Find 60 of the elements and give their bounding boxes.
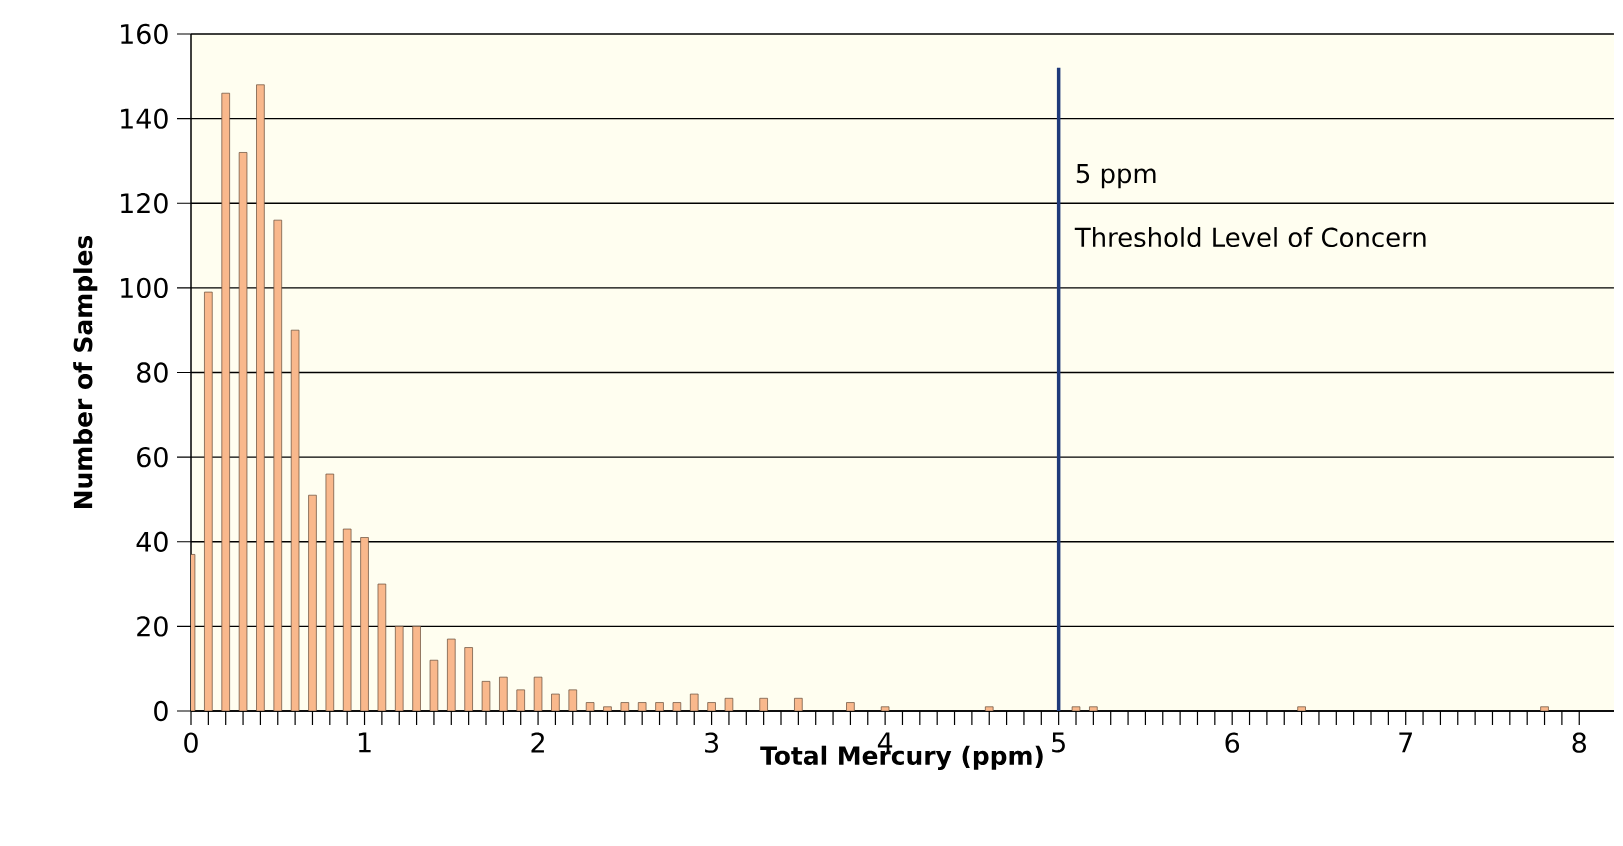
bar <box>672 702 682 711</box>
bar <box>429 659 439 711</box>
bar <box>551 693 560 711</box>
bar <box>499 676 508 711</box>
x-tick-label: 8 <box>1572 732 1586 753</box>
bar <box>585 702 595 711</box>
y-tick-label: 140 <box>121 108 168 129</box>
y-tick-label: 20 <box>137 616 168 637</box>
bar <box>238 152 248 711</box>
bar <box>273 219 283 711</box>
bar <box>1089 706 1098 711</box>
ref-line-label: 5 ppm <box>1076 164 1156 189</box>
bar <box>689 693 699 711</box>
y-tick-label: 100 <box>121 277 168 299</box>
x-tick-label: 7 <box>1399 732 1412 753</box>
bar <box>464 647 473 711</box>
bar <box>1297 706 1306 711</box>
bar <box>308 494 317 711</box>
bar <box>603 706 612 711</box>
bar <box>325 473 335 711</box>
y-tick-label: 80 <box>137 362 168 383</box>
y-tick-label: 40 <box>136 531 168 552</box>
bar <box>707 702 716 711</box>
bar <box>1071 706 1081 711</box>
x-tick-label: 0 <box>184 732 198 753</box>
bar <box>342 528 352 711</box>
bar <box>290 329 300 711</box>
bar <box>794 697 803 711</box>
bar <box>724 697 734 711</box>
bar <box>447 638 456 711</box>
y-tick-label: 120 <box>121 193 168 214</box>
bar <box>256 84 265 711</box>
y-tick-label: 0 <box>154 700 168 722</box>
bar <box>846 702 855 711</box>
bar <box>637 702 647 711</box>
y-tick-label: 60 <box>137 446 168 468</box>
x-tick-label: 5 <box>1052 732 1065 753</box>
bar <box>620 702 630 711</box>
bar <box>204 291 213 711</box>
bar <box>880 706 890 711</box>
bar <box>481 681 491 711</box>
bar <box>377 583 387 711</box>
bar <box>655 702 664 711</box>
annotation: Threshold Level of Concern <box>1074 227 1426 248</box>
bar <box>984 706 994 711</box>
x-tick-label: 6 <box>1225 732 1240 753</box>
bar <box>533 676 543 711</box>
bar <box>360 537 369 711</box>
bar <box>759 697 768 711</box>
bar <box>568 689 578 711</box>
bar <box>1540 706 1549 711</box>
bar <box>394 626 404 711</box>
x-tick-label: 2 <box>531 732 544 753</box>
y-axis-title: Number of Samples <box>73 235 98 509</box>
bar <box>221 92 230 711</box>
x-tick-label: 3 <box>705 732 718 753</box>
x-tick-label: 1 <box>358 732 371 753</box>
bar <box>516 689 525 711</box>
bar <box>412 626 421 711</box>
y-tick-label: 160 <box>121 23 168 45</box>
